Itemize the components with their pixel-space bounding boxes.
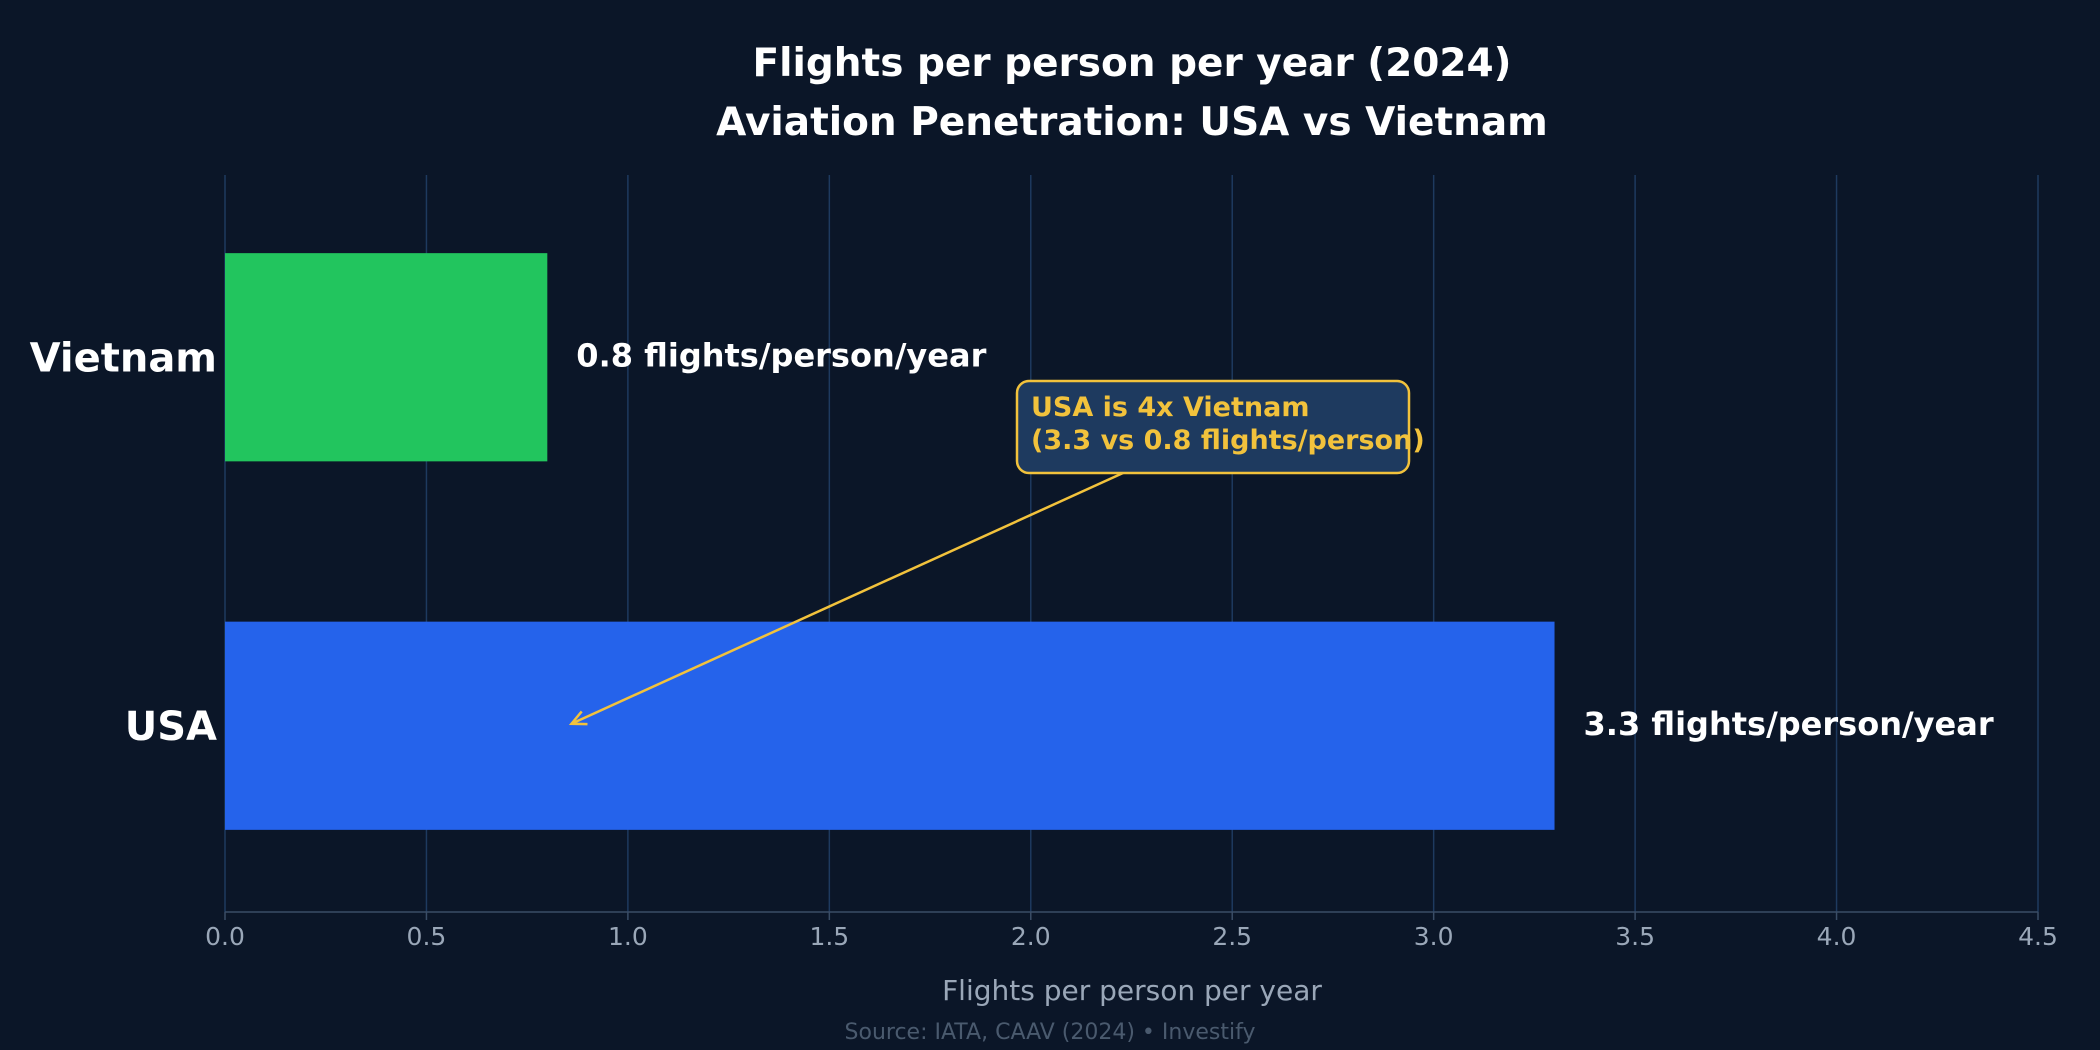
bar-usa	[225, 621, 1555, 830]
x-tick-label: 0.0	[205, 922, 245, 951]
x-tick-label: 0.5	[407, 922, 447, 951]
bar-vietnam	[225, 253, 548, 462]
annotation-arrowhead	[568, 710, 588, 726]
x-tick-label: 3.5	[1615, 922, 1655, 951]
chart-subtitle: Aviation Penetration: USA vs Vietnam	[716, 100, 1548, 145]
x-tick-label: 4.0	[1817, 922, 1857, 951]
value-label: 0.8 flights/person/year	[576, 336, 986, 374]
x-tick-label: 2.5	[1212, 922, 1252, 951]
category-label: Vietnam	[30, 335, 217, 381]
x-tick-label: 4.5	[2018, 922, 2058, 951]
x-axis-title: Flights per person per year	[942, 974, 1322, 1007]
annotation-text: (3.3 vs 0.8 flights/person)	[1031, 425, 1425, 456]
bars: Vietnam 0.8 flights/person/year USA 3.3 fli…	[30, 253, 1994, 830]
annotation-arrow	[570, 471, 1124, 725]
source-note: Source: IATA, CAAV (2024) • Investify	[845, 1020, 1256, 1045]
category-label: USA	[125, 704, 217, 750]
x-tick-label: 3.0	[1414, 922, 1454, 951]
annotation: USA is 4x Vietnam(3.3 vs 0.8 flights/per…	[568, 379, 1425, 726]
x-tick-label: 2.0	[1011, 922, 1051, 951]
value-label: 3.3 flights/person/year	[1584, 705, 1994, 743]
chart-title: Flights per person per year (2024)	[753, 41, 1512, 86]
annotation-box	[1015, 379, 1411, 475]
x-axis: 0.0 0.5 1.0 1.5 2.0 2.5 3.0 3.5 4.0 4.5	[205, 911, 2058, 951]
x-tick-label: 1.0	[608, 922, 648, 951]
annotation-text: USA is 4x Vietnam	[1031, 392, 1309, 423]
x-tick-label: 1.5	[809, 922, 849, 951]
